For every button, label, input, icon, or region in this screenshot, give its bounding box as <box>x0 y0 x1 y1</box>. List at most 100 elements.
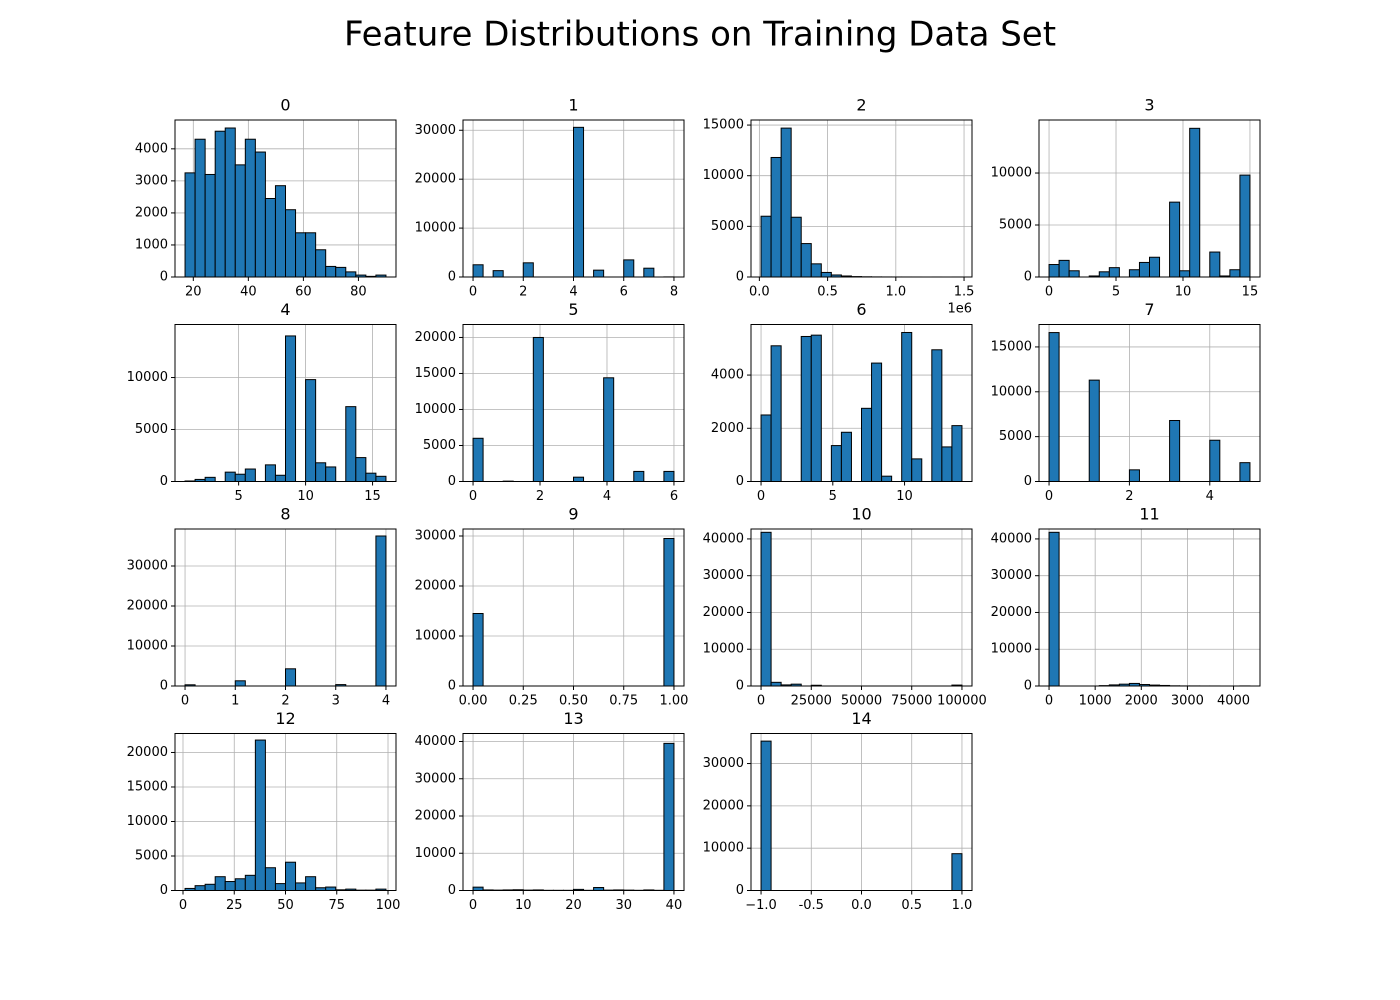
bar <box>194 138 206 278</box>
x-tick-label: 6 <box>620 285 628 300</box>
y-tick-label: 10000 <box>703 642 744 657</box>
y-tick-label: 4000 <box>711 368 744 383</box>
bar <box>224 127 236 278</box>
bar <box>274 883 287 891</box>
y-tick-label: 20000 <box>127 599 168 614</box>
axes-frame <box>750 528 973 687</box>
bar <box>234 680 246 687</box>
x-tick-label: 75 <box>328 898 345 913</box>
y-tick-label: 30000 <box>415 123 456 138</box>
bar <box>951 853 963 891</box>
bar <box>810 263 822 278</box>
y-tick-label: 3000 <box>135 173 168 188</box>
offset-label: 1e6 <box>947 302 972 317</box>
x-tick-label: 0.5 <box>817 285 838 300</box>
x-tick-label: -0.5 <box>799 898 824 913</box>
bar <box>214 130 226 278</box>
y-tick-label: 15000 <box>415 366 456 381</box>
bar <box>335 266 347 278</box>
bar <box>931 349 943 482</box>
y-tick-label: 20000 <box>415 330 456 345</box>
x-tick-label: 80 <box>350 285 367 300</box>
x-tick-label: 5 <box>829 489 837 504</box>
y-tick-label: 20000 <box>991 605 1032 620</box>
bar <box>315 462 327 482</box>
bar <box>593 269 605 278</box>
y-tick-label: 40000 <box>991 531 1032 546</box>
axes-frame <box>462 119 685 278</box>
x-tick-label: 0.25 <box>509 694 538 709</box>
y-tick-label: 5000 <box>999 218 1032 233</box>
bar <box>472 264 484 278</box>
bar <box>1209 251 1221 278</box>
bar <box>345 406 357 482</box>
y-tick-label: 40000 <box>703 531 744 546</box>
x-tick-label: 50 <box>277 898 294 913</box>
x-tick-label: 1000 <box>1079 694 1112 709</box>
bar <box>472 437 484 483</box>
y-tick-label: 0 <box>448 883 456 898</box>
bar <box>1058 259 1070 278</box>
y-tick-label: 5000 <box>999 429 1032 444</box>
bar <box>1209 439 1221 482</box>
x-tick-label: 2 <box>536 489 544 504</box>
bar <box>830 445 842 482</box>
bar <box>840 431 852 482</box>
y-tick-label: 40000 <box>415 734 456 749</box>
bar <box>305 379 317 482</box>
x-tick-label: 40 <box>240 285 257 300</box>
bar <box>861 407 873 482</box>
y-tick-label: 30000 <box>127 559 168 574</box>
bar <box>234 473 246 483</box>
bar <box>285 668 297 687</box>
subplot-title: 3 <box>1144 96 1154 115</box>
x-tick-label: 0 <box>181 694 189 709</box>
x-tick-label: 4 <box>603 489 611 504</box>
x-tick-label: 0.5 <box>901 898 922 913</box>
y-tick-label: 0 <box>160 883 168 898</box>
axes-frame <box>750 324 973 482</box>
y-tick-label: 0 <box>160 679 168 694</box>
y-tick-label: 10000 <box>415 846 456 861</box>
axes-frame <box>174 324 397 482</box>
bar <box>780 127 792 278</box>
subplot-title: 9 <box>568 505 578 524</box>
bar <box>790 216 802 278</box>
bar <box>623 259 635 278</box>
y-tick-label: 30000 <box>415 771 456 786</box>
y-tick-label: 10000 <box>415 629 456 644</box>
bar <box>871 362 883 482</box>
bar <box>1169 419 1181 483</box>
bar <box>881 475 893 483</box>
bar <box>325 466 337 482</box>
x-tick-label: 0 <box>1045 489 1053 504</box>
axes-frame <box>174 119 397 278</box>
bar <box>770 681 782 687</box>
bar <box>365 472 377 483</box>
y-tick-label: 10000 <box>127 814 168 829</box>
y-tick-label: 30000 <box>415 529 456 544</box>
y-tick-label: 10000 <box>991 384 1032 399</box>
subplot-title: 7 <box>1144 300 1154 319</box>
subplot-title: 11 <box>1139 505 1159 524</box>
bar <box>315 249 327 278</box>
x-tick-label: 2 <box>1125 489 1133 504</box>
bar <box>1088 379 1100 483</box>
axes-frame <box>750 733 973 891</box>
y-tick-label: 0 <box>1024 270 1032 285</box>
bar <box>810 334 822 482</box>
bar <box>800 335 812 482</box>
x-tick-label: 25 <box>226 898 243 913</box>
subplot-title: 1 <box>568 96 578 115</box>
y-tick-label: 10000 <box>703 168 744 183</box>
subplot-title: 0 <box>280 96 290 115</box>
y-tick-label: 1000 <box>135 237 168 252</box>
bar <box>472 886 484 892</box>
y-tick-label: 5000 <box>135 422 168 437</box>
bar <box>305 876 317 892</box>
bar <box>663 742 675 892</box>
x-tick-label: 3 <box>332 694 340 709</box>
x-tick-label: 40 <box>666 898 683 913</box>
y-tick-label: 0 <box>448 679 456 694</box>
axes-frame <box>750 119 973 278</box>
